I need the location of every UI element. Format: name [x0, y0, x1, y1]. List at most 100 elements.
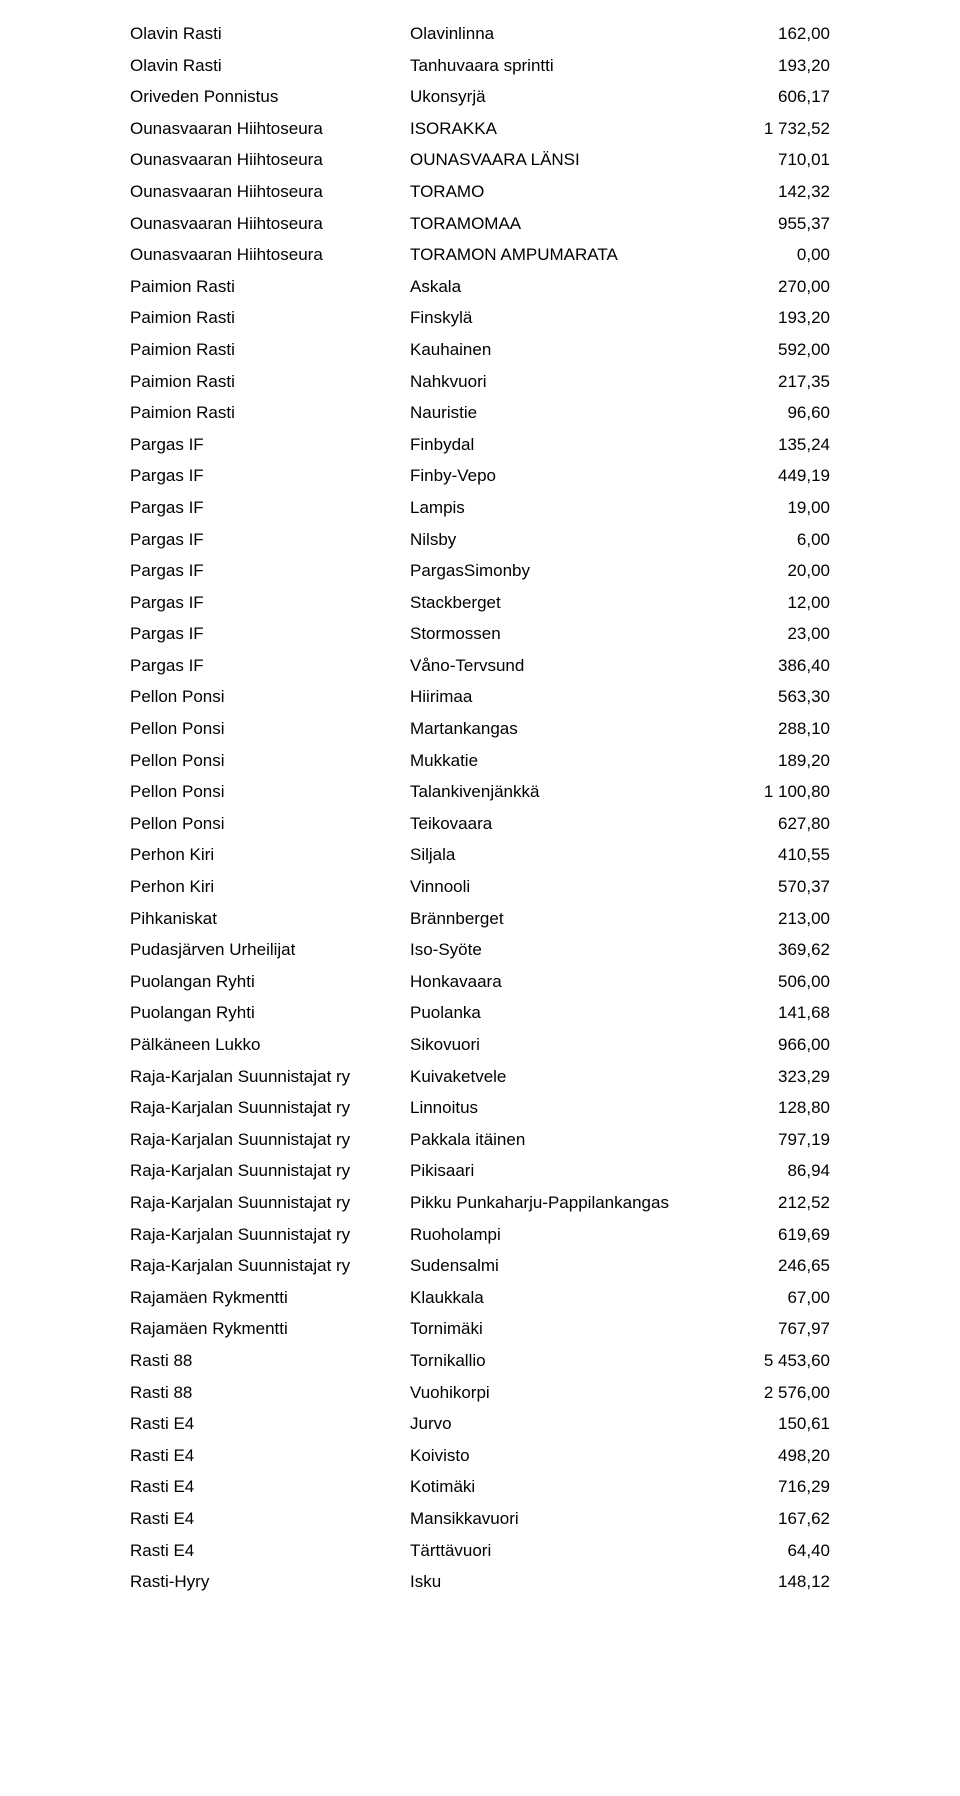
- place-cell: TORAMO: [410, 183, 720, 200]
- value-cell: 217,35: [720, 373, 830, 390]
- org-cell: Paimion Rasti: [130, 373, 410, 390]
- value-cell: 20,00: [720, 562, 830, 579]
- place-cell: Stormossen: [410, 625, 720, 642]
- table-row: Raja-Karjalan Suunnistajat ryKuivaketvel…: [130, 1068, 830, 1085]
- table-row: Rasti E4Mansikkavuori167,62: [130, 1510, 830, 1527]
- place-cell: Ukonsyrjä: [410, 88, 720, 105]
- place-cell: TORAMOMAA: [410, 215, 720, 232]
- org-cell: Olavin Rasti: [130, 25, 410, 42]
- org-cell: Paimion Rasti: [130, 309, 410, 326]
- org-cell: Pellon Ponsi: [130, 720, 410, 737]
- value-cell: 6,00: [720, 531, 830, 548]
- table-row: Ounasvaaran HiihtoseuraTORAMO142,32: [130, 183, 830, 200]
- table-row: Pälkäneen LukkoSikovuori966,00: [130, 1036, 830, 1053]
- place-cell: Martankangas: [410, 720, 720, 737]
- table-row: Oriveden PonnistusUkonsyrjä606,17: [130, 88, 830, 105]
- place-cell: Sikovuori: [410, 1036, 720, 1053]
- table-row: Raja-Karjalan Suunnistajat ryLinnoitus12…: [130, 1099, 830, 1116]
- org-cell: Rasti E4: [130, 1542, 410, 1559]
- place-cell: Brännberget: [410, 910, 720, 927]
- org-cell: Paimion Rasti: [130, 404, 410, 421]
- org-cell: Pihkaniskat: [130, 910, 410, 927]
- place-cell: Linnoitus: [410, 1099, 720, 1116]
- table-row: Raja-Karjalan Suunnistajat ryRuoholampi6…: [130, 1226, 830, 1243]
- value-cell: 12,00: [720, 594, 830, 611]
- org-cell: Puolangan Ryhti: [130, 1004, 410, 1021]
- table-row: Paimion RastiKauhainen592,00: [130, 341, 830, 358]
- org-cell: Rasti E4: [130, 1447, 410, 1464]
- place-cell: Pikku Punkaharju-Pappilankangas: [410, 1194, 720, 1211]
- table-row: Ounasvaaran HiihtoseuraOUNASVAARA LÄNSI7…: [130, 151, 830, 168]
- place-cell: Kauhainen: [410, 341, 720, 358]
- table-row: Puolangan RyhtiPuolanka141,68: [130, 1004, 830, 1021]
- value-cell: 592,00: [720, 341, 830, 358]
- place-cell: Finby-Vepo: [410, 467, 720, 484]
- table-row: Rajamäen RykmenttiKlaukkala67,00: [130, 1289, 830, 1306]
- table-row: Paimion RastiFinskylä193,20: [130, 309, 830, 326]
- place-cell: Mukkatie: [410, 752, 720, 769]
- value-cell: 213,00: [720, 910, 830, 927]
- org-cell: Ounasvaaran Hiihtoseura: [130, 246, 410, 263]
- value-cell: 627,80: [720, 815, 830, 832]
- value-cell: 2 576,00: [720, 1384, 830, 1401]
- table-row: Pargas IFFinbydal135,24: [130, 436, 830, 453]
- value-cell: 162,00: [720, 25, 830, 42]
- value-cell: 141,68: [720, 1004, 830, 1021]
- value-cell: 767,97: [720, 1320, 830, 1337]
- org-cell: Raja-Karjalan Suunnistajat ry: [130, 1068, 410, 1085]
- value-cell: 797,19: [720, 1131, 830, 1148]
- place-cell: Nilsby: [410, 531, 720, 548]
- table-row: Paimion RastiAskala270,00: [130, 278, 830, 295]
- value-cell: 64,40: [720, 1542, 830, 1559]
- place-cell: Mansikkavuori: [410, 1510, 720, 1527]
- org-cell: Rasti E4: [130, 1510, 410, 1527]
- table-row: Pargas IFVåno-Tervsund386,40: [130, 657, 830, 674]
- table-row: Rasti E4Koivisto498,20: [130, 1447, 830, 1464]
- org-cell: Rasti-Hyry: [130, 1573, 410, 1590]
- place-cell: Kuivaketvele: [410, 1068, 720, 1085]
- value-cell: 142,32: [720, 183, 830, 200]
- place-cell: Hiirimaa: [410, 688, 720, 705]
- table-row: Olavin RastiTanhuvaara sprintti193,20: [130, 57, 830, 74]
- place-cell: Koivisto: [410, 1447, 720, 1464]
- value-cell: 148,12: [720, 1573, 830, 1590]
- place-cell: Iso-Syöte: [410, 941, 720, 958]
- place-cell: Honkavaara: [410, 973, 720, 990]
- org-cell: Rasti 88: [130, 1352, 410, 1369]
- org-cell: Pargas IF: [130, 499, 410, 516]
- value-cell: 212,52: [720, 1194, 830, 1211]
- table-row: Olavin RastiOlavinlinna162,00: [130, 25, 830, 42]
- table-row: Rasti E4Tärttävuori64,40: [130, 1542, 830, 1559]
- document-page: Olavin RastiOlavinlinna162,00Olavin Rast…: [0, 0, 960, 1630]
- value-cell: 193,20: [720, 309, 830, 326]
- place-cell: Isku: [410, 1573, 720, 1590]
- org-cell: Puolangan Ryhti: [130, 973, 410, 990]
- place-cell: Teikovaara: [410, 815, 720, 832]
- org-cell: Perhon Kiri: [130, 878, 410, 895]
- value-cell: 135,24: [720, 436, 830, 453]
- value-cell: 23,00: [720, 625, 830, 642]
- table-row: Rasti E4Kotimäki716,29: [130, 1478, 830, 1495]
- value-cell: 716,29: [720, 1478, 830, 1495]
- org-cell: Ounasvaaran Hiihtoseura: [130, 183, 410, 200]
- place-cell: Ruoholampi: [410, 1226, 720, 1243]
- table-row: Paimion RastiNauristie96,60: [130, 404, 830, 421]
- org-cell: Ounasvaaran Hiihtoseura: [130, 120, 410, 137]
- place-cell: Pakkala itäinen: [410, 1131, 720, 1148]
- value-cell: 246,65: [720, 1257, 830, 1274]
- org-cell: Raja-Karjalan Suunnistajat ry: [130, 1194, 410, 1211]
- table-row: Pellon PonsiTalankivenjänkkä1 100,80: [130, 783, 830, 800]
- place-cell: Tornikallio: [410, 1352, 720, 1369]
- table-row: Rasti 88Tornikallio5 453,60: [130, 1352, 830, 1369]
- place-cell: Finbydal: [410, 436, 720, 453]
- org-cell: Rasti E4: [130, 1478, 410, 1495]
- org-cell: Pellon Ponsi: [130, 688, 410, 705]
- org-cell: Pargas IF: [130, 625, 410, 642]
- value-cell: 193,20: [720, 57, 830, 74]
- org-cell: Rajamäen Rykmentti: [130, 1289, 410, 1306]
- value-cell: 606,17: [720, 88, 830, 105]
- value-cell: 449,19: [720, 467, 830, 484]
- value-cell: 323,29: [720, 1068, 830, 1085]
- place-cell: Jurvo: [410, 1415, 720, 1432]
- org-cell: Pudasjärven Urheilijat: [130, 941, 410, 958]
